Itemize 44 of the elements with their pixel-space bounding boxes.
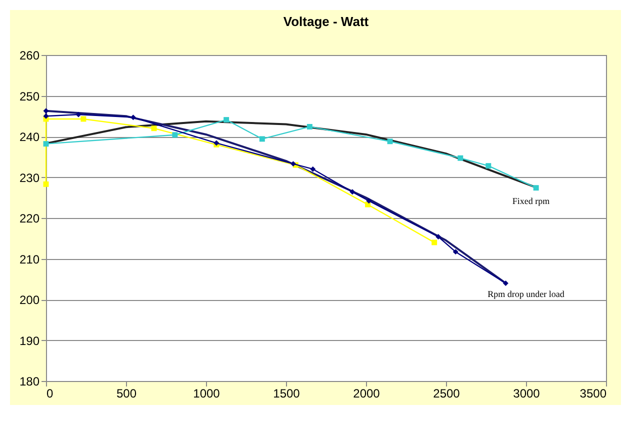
y-tick-label: 240 [19, 130, 40, 144]
y-tick-label: 230 [19, 170, 40, 185]
point [387, 138, 393, 144]
point [43, 108, 49, 114]
y-tick-label: 260 [19, 48, 40, 62]
y-tick-label: 190 [19, 334, 40, 348]
point [502, 280, 508, 286]
point [80, 116, 86, 122]
y-tick-label: 250 [19, 89, 40, 104]
annotation: Rpm drop under load [488, 289, 565, 299]
y-tick-label: 210 [19, 252, 40, 266]
x-tick-label: 2000 [353, 386, 380, 400]
point [533, 185, 539, 191]
y-tick-label: 200 [19, 293, 40, 307]
point [224, 117, 230, 123]
x-tick-label: 1000 [193, 386, 220, 400]
point [486, 163, 492, 169]
point [310, 166, 316, 172]
x-tick-label: 1500 [273, 386, 300, 400]
y-tick-label: 180 [19, 374, 40, 388]
y-tick-label: 220 [19, 212, 40, 226]
x-tick-label: 500 [116, 386, 137, 400]
point [432, 240, 438, 246]
point [452, 249, 458, 255]
point [43, 181, 49, 187]
point [43, 141, 49, 147]
annotation: Fixed rpm [512, 196, 550, 206]
chart-title: Voltage - Watt [283, 14, 370, 29]
point [365, 202, 370, 208]
point [151, 126, 157, 132]
point [436, 234, 442, 240]
point [43, 113, 49, 119]
x-tick-label: 2500 [433, 386, 460, 400]
point [306, 124, 312, 130]
point [76, 112, 82, 118]
x-tick-label: 0 [46, 386, 54, 400]
point [290, 161, 296, 167]
x-tick-label: 3500 [580, 386, 607, 400]
point [350, 189, 356, 195]
point [172, 132, 178, 138]
point [366, 198, 372, 204]
point [458, 155, 464, 161]
point [259, 136, 265, 142]
x-tick-label: 3000 [513, 386, 540, 400]
